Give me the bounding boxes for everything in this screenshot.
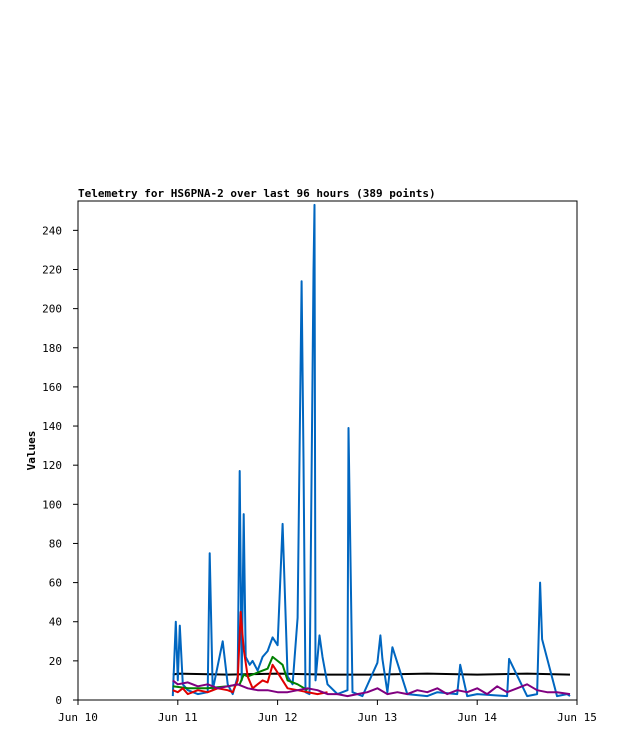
y-tick-label: 220 [42, 263, 62, 276]
x-tick-label: Jun 14 [457, 711, 497, 724]
y-tick-label: 200 [42, 303, 62, 316]
x-tick-label: Jun 15 [557, 711, 597, 724]
y-tick-label: 240 [42, 224, 62, 237]
axis-layer: 0 20 40 60 80 100 120 140 160 180 200 220 240 Jun 10 J… [42, 224, 597, 724]
y-axis-label: Values [25, 431, 38, 471]
series-layer [171, 203, 571, 698]
series-line-5 [172, 679, 571, 698]
y-tick-label: 40 [49, 616, 62, 629]
x-tick-label: Jun 11 [158, 711, 198, 724]
chart-title: Telemetry for HS6PNA-2 over last 96 hour… [78, 187, 436, 200]
y-tick-label: 100 [42, 498, 62, 511]
y-tick-label: 80 [49, 537, 62, 550]
x-tick-label: Jun 13 [358, 711, 398, 724]
y-tick-label: 140 [42, 420, 62, 433]
plot-frame [77, 200, 578, 701]
y-tick-label: 120 [42, 459, 62, 472]
y-tick-label: 0 [55, 694, 62, 707]
x-tick-label: Jun 10 [58, 711, 98, 724]
y-tick-label: 60 [49, 577, 62, 590]
series-line-4 [172, 610, 328, 696]
series-line-2 [171, 203, 571, 698]
y-tick-label: 160 [42, 381, 62, 394]
x-tick-label: Jun 12 [258, 711, 298, 724]
y-tick-label: 180 [42, 342, 62, 355]
y-tick-label: 20 [49, 655, 62, 668]
